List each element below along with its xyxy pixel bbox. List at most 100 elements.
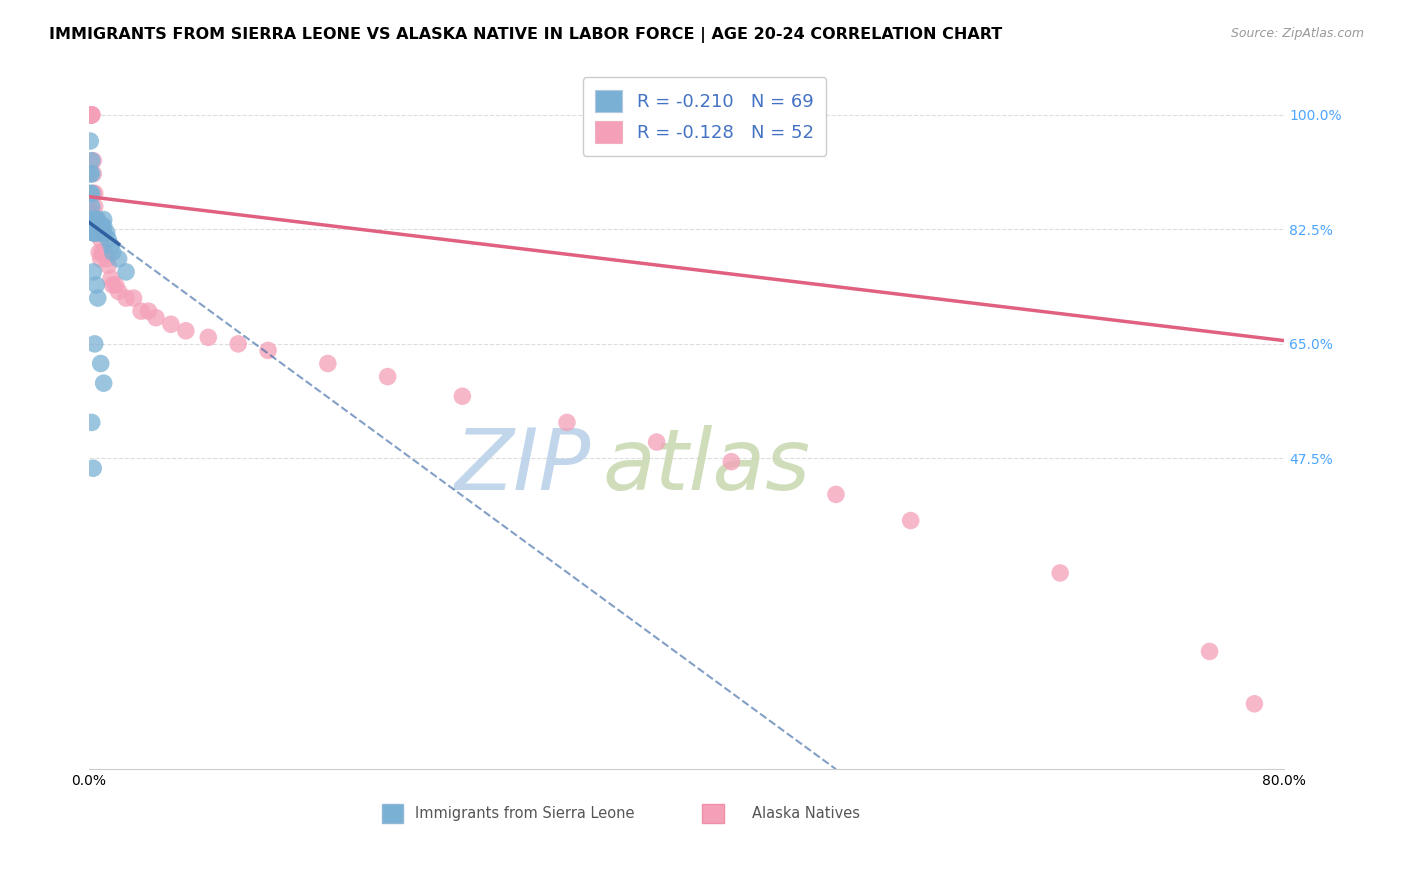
Point [645, 435, 668, 450]
Point [79, 134, 101, 148]
Point [84, 219, 107, 233]
Point [89, 219, 111, 233]
Point [83, 337, 105, 351]
Point [89, 219, 111, 233]
Text: atlas: atlas [603, 425, 811, 508]
Point [97, 232, 120, 246]
Point [84, 212, 107, 227]
Point [104, 278, 127, 293]
Point [80, 153, 103, 168]
Point [90, 226, 112, 240]
Point [80, 108, 103, 122]
Point [86, 291, 108, 305]
Point [115, 265, 138, 279]
Point [83, 186, 105, 201]
Point [79, 108, 101, 122]
Point [89, 245, 111, 260]
Point [90, 219, 112, 233]
Point [82, 167, 104, 181]
Legend: R = -0.210   N = 69, R = -0.128   N = 52: R = -0.210 N = 69, R = -0.128 N = 52 [582, 78, 827, 156]
Point [79, 108, 101, 122]
Text: Source: ZipAtlas.com: Source: ZipAtlas.com [1230, 27, 1364, 40]
Point [900, 514, 922, 528]
Point [97, 258, 120, 272]
Point [86, 212, 108, 227]
Point [96, 252, 118, 266]
Point [80, 212, 103, 227]
Point [174, 324, 197, 338]
Point [825, 487, 848, 501]
Point [80, 186, 103, 201]
FancyBboxPatch shape [381, 805, 404, 823]
Point [86, 219, 108, 233]
Point [107, 252, 129, 266]
Point [84, 226, 107, 240]
Point [83, 226, 105, 240]
Point [226, 337, 249, 351]
Point [89, 226, 111, 240]
Point [91, 226, 114, 240]
Point [93, 376, 115, 391]
Point [100, 238, 122, 252]
Point [82, 219, 104, 233]
Point [83, 219, 105, 233]
Point [86, 219, 108, 233]
Point [122, 291, 145, 305]
Point [84, 226, 107, 240]
Point [84, 278, 107, 293]
Point [82, 212, 104, 227]
Point [79, 108, 101, 122]
Point [316, 357, 339, 371]
Point [257, 343, 280, 358]
Point [720, 455, 742, 469]
Text: ZIP: ZIP [454, 425, 591, 508]
Point [82, 153, 104, 168]
Point [83, 212, 105, 227]
Point [82, 265, 104, 279]
Point [82, 226, 104, 240]
Point [83, 199, 105, 213]
Point [84, 219, 107, 233]
Point [91, 245, 114, 260]
Point [83, 212, 105, 227]
Point [96, 226, 118, 240]
Point [84, 212, 107, 227]
Point [86, 219, 108, 233]
Point [82, 219, 104, 233]
Point [80, 167, 103, 181]
Point [79, 186, 101, 201]
Point [83, 219, 105, 233]
Point [82, 226, 104, 240]
Point [160, 318, 183, 332]
Text: Alaska Natives: Alaska Natives [752, 806, 860, 822]
Point [107, 285, 129, 299]
Point [100, 271, 122, 285]
Point [555, 416, 578, 430]
Point [129, 304, 152, 318]
Point [93, 212, 115, 227]
Point [84, 226, 107, 240]
Point [91, 219, 114, 233]
Point [83, 226, 105, 240]
Point [101, 245, 124, 260]
Point [82, 219, 104, 233]
Point [115, 291, 138, 305]
Point [377, 369, 399, 384]
Point [145, 310, 167, 325]
Point [90, 357, 112, 371]
Point [82, 186, 104, 201]
Point [1243, 697, 1265, 711]
Point [82, 206, 104, 220]
Point [79, 108, 101, 122]
Point [138, 304, 160, 318]
Point [79, 167, 101, 181]
Point [80, 199, 103, 213]
Point [101, 278, 124, 293]
FancyBboxPatch shape [702, 805, 724, 823]
Point [82, 219, 104, 233]
Point [80, 108, 103, 122]
Text: Immigrants from Sierra Leone: Immigrants from Sierra Leone [415, 806, 636, 822]
Point [90, 219, 112, 233]
Point [1198, 644, 1220, 658]
Point [197, 330, 219, 344]
